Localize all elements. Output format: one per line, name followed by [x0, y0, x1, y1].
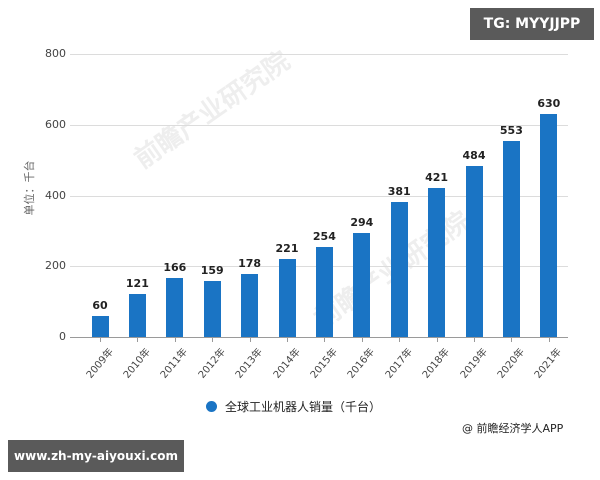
y-tick-label: 600 — [45, 118, 66, 131]
x-tick-mark — [175, 338, 176, 342]
x-tick-label: 2013年 — [233, 346, 266, 381]
x-tick-label: 2021年 — [533, 346, 565, 381]
watermark: 前瞻产业研究院 — [129, 46, 296, 176]
x-tick-mark — [474, 338, 475, 342]
bar — [278, 258, 296, 337]
value-label: 221 — [275, 241, 299, 255]
source-credit: @ 前瞻经济学人APP — [462, 422, 564, 435]
value-label: 421 — [425, 171, 449, 185]
x-axis-line — [70, 337, 568, 338]
x-tick-mark — [549, 338, 550, 342]
x-tick-label: 2018年 — [420, 346, 453, 381]
bar — [428, 188, 446, 337]
value-label: 159 — [200, 263, 224, 277]
value-label: 60 — [92, 298, 108, 312]
x-tick-mark — [250, 338, 251, 342]
bar — [353, 232, 371, 337]
bar — [128, 294, 146, 337]
bar — [540, 114, 558, 337]
bar — [465, 165, 483, 337]
y-tick-label: 400 — [45, 189, 66, 202]
x-tick-label: 2011年 — [159, 346, 191, 381]
x-tick-mark — [511, 338, 512, 342]
x-tick-label: 2020年 — [495, 346, 527, 381]
x-tick-mark — [137, 338, 138, 342]
x-tick-mark — [437, 338, 438, 342]
x-tick-label: 2017年 — [383, 346, 415, 381]
value-label: 630 — [537, 97, 561, 111]
value-label: 553 — [499, 124, 523, 138]
gridline — [70, 54, 568, 55]
bar — [203, 280, 221, 337]
x-tick-mark — [287, 338, 288, 342]
x-tick-label: 2015年 — [308, 346, 340, 381]
x-tick-label: 2009年 — [84, 346, 116, 381]
y-tick-label: 200 — [45, 259, 66, 272]
bar — [502, 141, 520, 337]
bar — [166, 278, 184, 337]
y-axis-label: 单位：千台 — [23, 160, 36, 216]
x-tick-label: 2019年 — [458, 346, 490, 381]
gridline — [70, 196, 568, 197]
x-tick-mark — [212, 338, 213, 342]
value-label: 166 — [163, 261, 187, 275]
value-label: 381 — [387, 185, 411, 199]
url-badge: www.zh-my-aiyouxi.com — [8, 440, 184, 472]
x-tick-label: 2012年 — [196, 346, 228, 381]
x-tick-mark — [399, 338, 400, 342]
x-tick-mark — [362, 338, 363, 342]
x-tick-mark — [100, 338, 101, 342]
y-tick-label: 0 — [59, 330, 66, 343]
bar — [390, 202, 408, 337]
value-label: 178 — [238, 257, 262, 271]
value-label: 121 — [125, 277, 149, 291]
tg-badge: TG: MYYJJPP — [470, 8, 594, 40]
legend: 全球工业机器人销量（千台） — [206, 398, 381, 415]
bar — [91, 315, 109, 337]
value-label: 484 — [462, 148, 486, 162]
x-tick-label: 2010年 — [121, 346, 153, 381]
value-label: 294 — [350, 215, 374, 229]
bar — [241, 274, 259, 337]
x-tick-label: 2014年 — [271, 346, 303, 381]
x-tick-label: 2016年 — [346, 346, 378, 381]
bar — [315, 247, 333, 337]
legend-dot-icon — [206, 401, 217, 412]
x-tick-mark — [324, 338, 325, 342]
value-label: 254 — [312, 230, 336, 244]
gridline — [70, 125, 568, 126]
y-tick-label: 800 — [45, 47, 66, 60]
legend-label: 全球工业机器人销量（千台） — [225, 400, 382, 414]
